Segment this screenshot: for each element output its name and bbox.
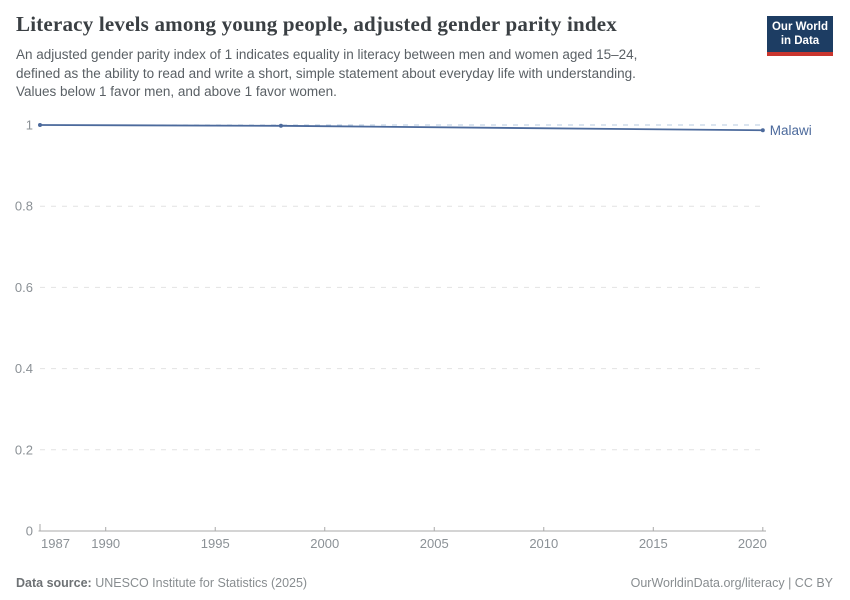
x-tick-label: 1990 xyxy=(91,536,120,551)
x-tick-label: 2000 xyxy=(310,536,339,551)
x-tick-label: 1987 xyxy=(41,536,70,551)
x-tick-label: 2010 xyxy=(529,536,558,551)
owid-logo[interactable]: Our World in Data xyxy=(767,16,833,56)
data-source-value: UNESCO Institute for Statistics (2025) xyxy=(95,576,308,590)
y-tick-label: 0.2 xyxy=(15,442,33,457)
chart-header: Literacy levels among young people, adju… xyxy=(16,12,750,102)
owid-logo-text: Our World xyxy=(771,21,828,33)
y-tick-label: 0.4 xyxy=(15,361,33,376)
data-source-label: Data source: xyxy=(16,576,92,590)
x-tick-label: 2020 xyxy=(738,536,767,551)
chart-subtitle-line: Values below 1 favor men, and above 1 fa… xyxy=(16,84,337,99)
owid-logo-text: in Data xyxy=(780,34,820,47)
chart-subtitle-line: An adjusted gender parity index of 1 ind… xyxy=(16,47,638,62)
series-line[interactable] xyxy=(39,124,763,132)
x-tick-label: 1995 xyxy=(201,536,230,551)
series-label-malawi[interactable]: Malawi xyxy=(770,123,812,138)
y-tick-label: 0.8 xyxy=(15,199,33,214)
license-link[interactable]: OurWorldinData.org/literacy | CC BY xyxy=(630,576,833,590)
data-point[interactable] xyxy=(38,123,42,127)
data-source: Data source: UNESCO Institute for Statis… xyxy=(16,576,307,590)
y-tick-label: 1 xyxy=(26,118,33,133)
chart-subtitle: An adjusted gender parity index of 1 ind… xyxy=(16,46,750,102)
chart-footer: Data source: UNESCO Institute for Statis… xyxy=(16,576,833,590)
data-point[interactable] xyxy=(278,123,283,128)
x-tick-label: 2005 xyxy=(420,536,449,551)
chart-subtitle-line: defined as the ability to read and write… xyxy=(16,65,636,81)
y-tick-label: 0.6 xyxy=(15,280,33,295)
x-tick-label: 2015 xyxy=(639,536,668,551)
chart-title: Literacy levels among young people, adju… xyxy=(16,12,617,36)
y-tick-label: 0 xyxy=(26,524,33,539)
data-point[interactable] xyxy=(760,128,765,133)
